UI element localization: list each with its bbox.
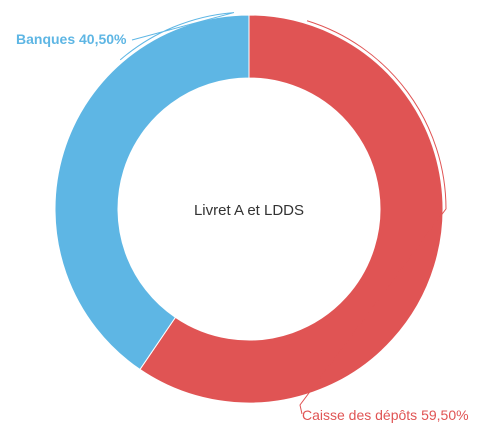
connector-banques: [119, 12, 235, 61]
slice-banques[interactable]: [54, 14, 250, 371]
slice-caisse-des-d-p-ts[interactable]: [139, 14, 444, 404]
donut-slices: [54, 14, 444, 404]
slice-labels: Caisse des dépôts 59,50% Banques 40,50%: [16, 31, 469, 423]
slice-label-caisse-des-d-p-ts: Caisse des dépôts 59,50%: [302, 407, 469, 423]
connector-caisse-des-d-p-ts: [299, 20, 447, 415]
chart-center-title: Livret A et LDDS: [194, 202, 304, 219]
slice-label-banques: Banques 40,50%: [16, 31, 127, 47]
label-connectors: [119, 12, 447, 415]
